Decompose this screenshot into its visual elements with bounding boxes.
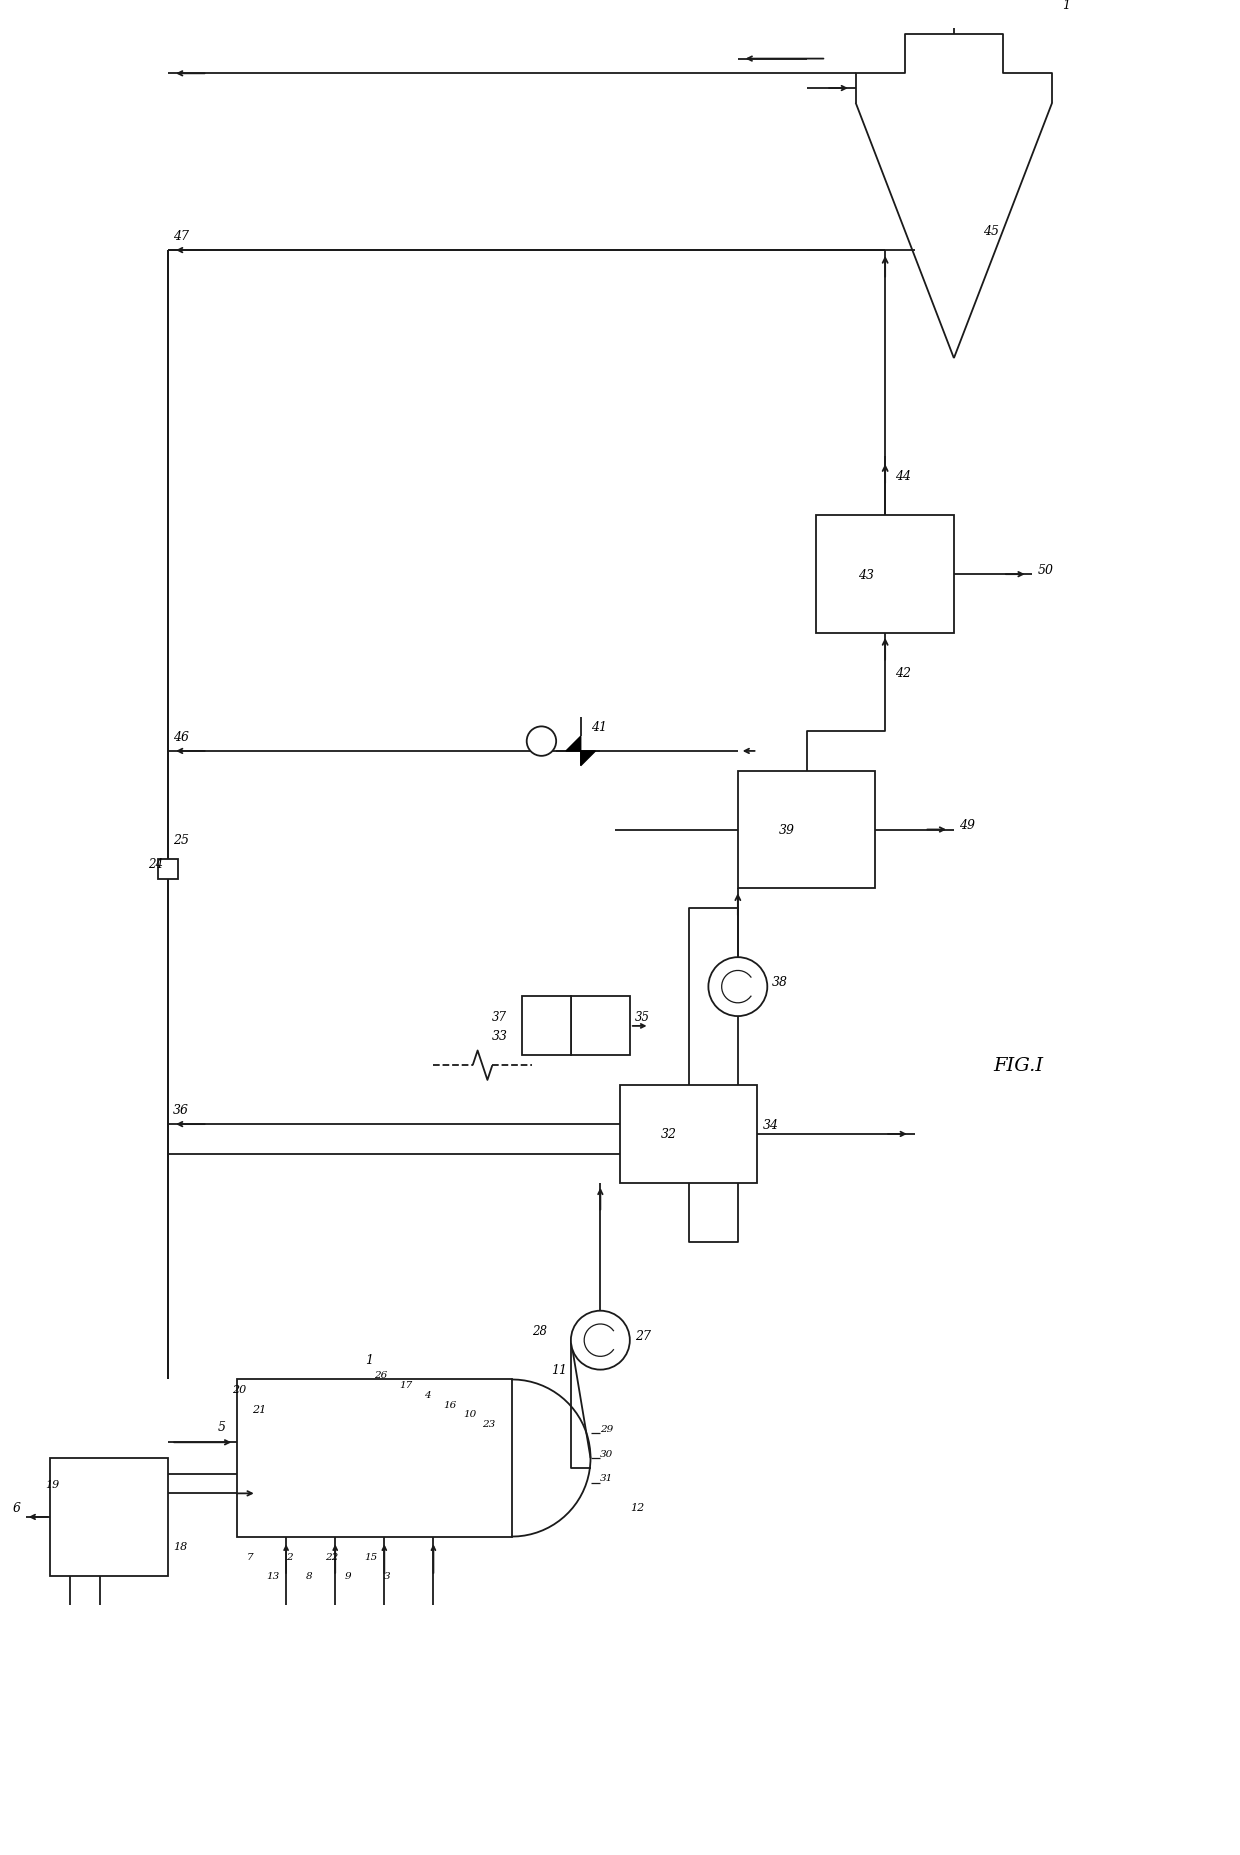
Text: 1: 1: [365, 1354, 373, 1367]
Circle shape: [708, 957, 768, 1017]
Text: 41: 41: [590, 720, 606, 733]
Text: 36: 36: [174, 1104, 190, 1117]
Text: 49: 49: [959, 818, 975, 831]
Text: 1: 1: [1061, 0, 1070, 13]
Text: 22: 22: [325, 1553, 339, 1560]
Text: 28: 28: [532, 1324, 547, 1337]
Bar: [522, 996, 570, 1055]
Text: 24: 24: [149, 857, 164, 870]
Bar: [620, 1085, 758, 1183]
Text: 17: 17: [399, 1380, 412, 1389]
Text: 46: 46: [174, 731, 190, 744]
Text: 37: 37: [492, 1009, 507, 1024]
Text: 20: 20: [232, 1384, 247, 1395]
Text: 7: 7: [247, 1553, 253, 1560]
Text: 33: 33: [492, 1030, 508, 1043]
Text: 39: 39: [779, 824, 795, 837]
Text: FIG.I: FIG.I: [993, 1057, 1043, 1074]
Polygon shape: [565, 736, 580, 751]
Text: 44: 44: [895, 469, 911, 482]
Text: 4: 4: [424, 1389, 430, 1399]
Text: 26: 26: [374, 1371, 388, 1380]
Text: 8: 8: [306, 1571, 312, 1580]
Text: 15: 15: [365, 1553, 378, 1560]
Text: 2: 2: [286, 1553, 293, 1560]
Text: 23: 23: [482, 1419, 496, 1428]
Bar: [738, 772, 875, 889]
Text: 6: 6: [14, 1501, 21, 1514]
Bar: [816, 516, 954, 634]
Circle shape: [570, 1311, 630, 1369]
Text: 18: 18: [174, 1542, 187, 1551]
Text: 34: 34: [763, 1119, 779, 1132]
Text: 19: 19: [46, 1478, 60, 1490]
Text: 10: 10: [463, 1410, 476, 1419]
Bar: [570, 996, 630, 1055]
Text: 30: 30: [600, 1449, 614, 1458]
Text: 45: 45: [983, 224, 999, 237]
Text: 25: 25: [174, 833, 190, 846]
Bar: [159, 859, 179, 879]
Text: 16: 16: [443, 1401, 456, 1408]
Text: 3: 3: [384, 1571, 391, 1580]
Text: 31: 31: [600, 1473, 614, 1482]
Text: 5: 5: [217, 1421, 226, 1434]
Text: 32: 32: [661, 1128, 677, 1141]
Bar: [237, 1380, 512, 1536]
Text: 50: 50: [1038, 564, 1053, 577]
Text: 9: 9: [345, 1571, 352, 1580]
Text: 11: 11: [552, 1363, 567, 1376]
Text: 21: 21: [252, 1404, 267, 1414]
Text: 12: 12: [630, 1503, 644, 1512]
Text: 47: 47: [174, 230, 190, 243]
Text: 38: 38: [773, 976, 789, 989]
Circle shape: [527, 727, 557, 757]
Bar: [51, 1458, 169, 1577]
Text: 42: 42: [895, 666, 911, 679]
Text: 27: 27: [635, 1328, 651, 1341]
Polygon shape: [580, 751, 595, 766]
Text: 43: 43: [858, 568, 874, 581]
Text: 29: 29: [600, 1425, 614, 1434]
Text: 13: 13: [267, 1571, 280, 1580]
Text: 35: 35: [635, 1009, 650, 1024]
